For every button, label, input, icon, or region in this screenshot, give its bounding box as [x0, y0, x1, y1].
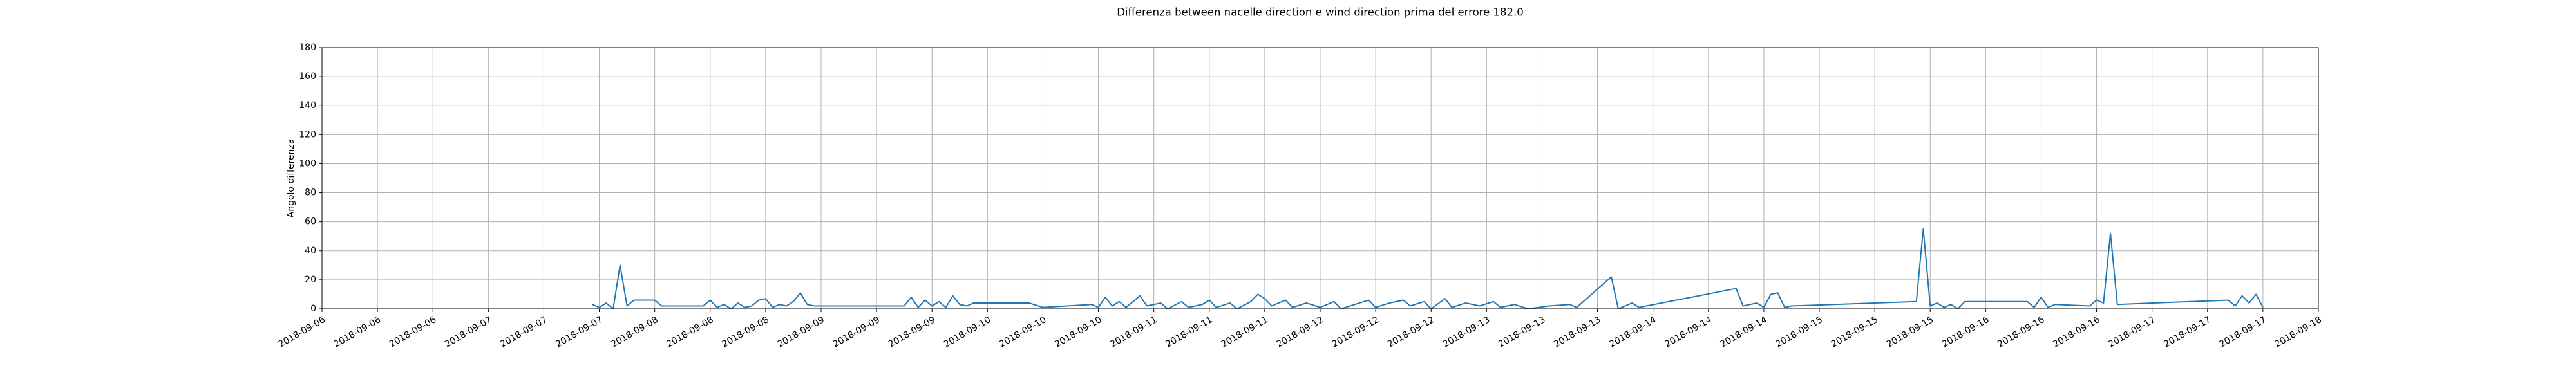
- y-tick-label: 120: [299, 129, 316, 140]
- y-tick-label: 20: [305, 275, 316, 285]
- data-line: [592, 228, 2264, 309]
- chart-title: Differenza between nacelle direction e w…: [1117, 6, 1524, 19]
- y-tick-label: 140: [299, 100, 316, 111]
- y-axis-label: Angolo differenza: [286, 139, 296, 218]
- y-tick-label: 40: [305, 246, 316, 256]
- y-tick-label: 60: [305, 217, 316, 227]
- y-tick-label: 0: [310, 304, 316, 314]
- y-tick-label: 100: [299, 158, 316, 169]
- y-tick-label: 160: [299, 71, 316, 82]
- y-tick-label: 80: [305, 188, 316, 198]
- plot-frame: [321, 47, 2319, 309]
- y-tick-label: 180: [299, 42, 316, 53]
